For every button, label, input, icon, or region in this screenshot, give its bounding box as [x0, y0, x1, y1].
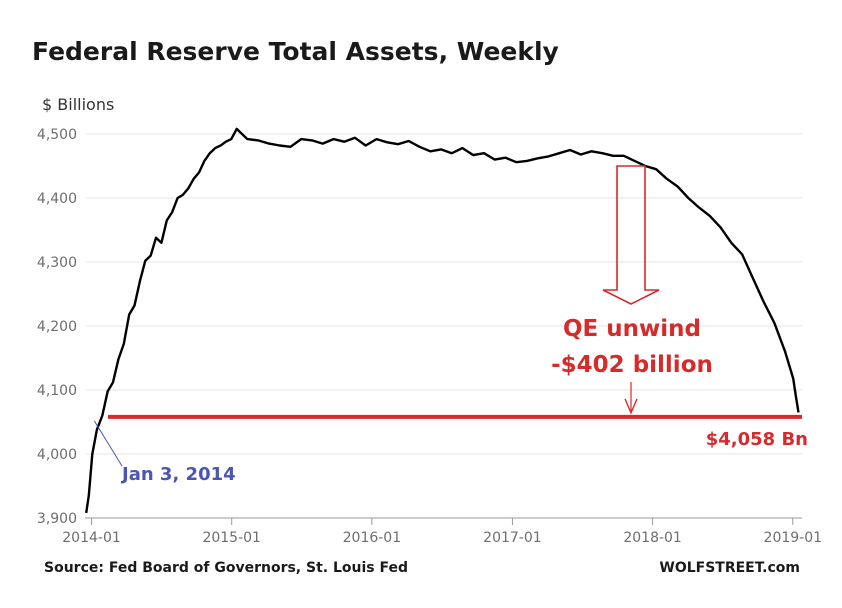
- x-tick-label: 2015-01: [202, 530, 261, 546]
- annotation-unwind-line1: QE unwind: [563, 316, 701, 342]
- x-tick-label: 2018-01: [623, 530, 682, 546]
- x-tick-labels: 2014-01 2015-01 2016-01 2017-01 2018-01 2019-…: [62, 518, 822, 546]
- y-tick-labels: 3,900 4,000 4,100 4,200 4,300 4,400 4,500: [37, 127, 77, 527]
- y-unit-label: $ Billions: [42, 95, 114, 114]
- annotation-unwind-line2: -$402 billion: [551, 352, 713, 378]
- x-tick-label: 2017-01: [483, 530, 542, 546]
- y-tick-label: 4,100: [37, 383, 77, 399]
- unwind-arrow: [602, 165, 660, 415]
- source-note: Source: Fed Board of Governors, St. Loui…: [44, 560, 408, 576]
- unwind-arrow-upper: [602, 165, 660, 305]
- y-tick-label: 4,300: [37, 255, 77, 271]
- x-tick-label: 2014-01: [62, 530, 121, 546]
- series-line-total-assets: [85, 127, 800, 514]
- y-tick-label: 4,000: [37, 447, 77, 463]
- grid-lines: [85, 133, 802, 455]
- brand-label: WOLFSTREET.com: [659, 560, 800, 576]
- start-date-pointer: [93, 420, 123, 467]
- chart-title: Federal Reserve Total Assets, Weekly: [32, 37, 559, 66]
- y-tick-label: 4,500: [37, 127, 77, 143]
- y-tick-label: 4,400: [37, 191, 77, 207]
- y-tick-label: 4,200: [37, 319, 77, 335]
- x-tick-label: 2019-01: [764, 530, 823, 546]
- y-tick-label: 3,900: [37, 511, 77, 527]
- x-tick-label: 2016-01: [343, 530, 402, 546]
- annotation-current-level: $4,058 Bn: [706, 429, 808, 450]
- annotation-start-date: Jan 3, 2014: [120, 464, 236, 485]
